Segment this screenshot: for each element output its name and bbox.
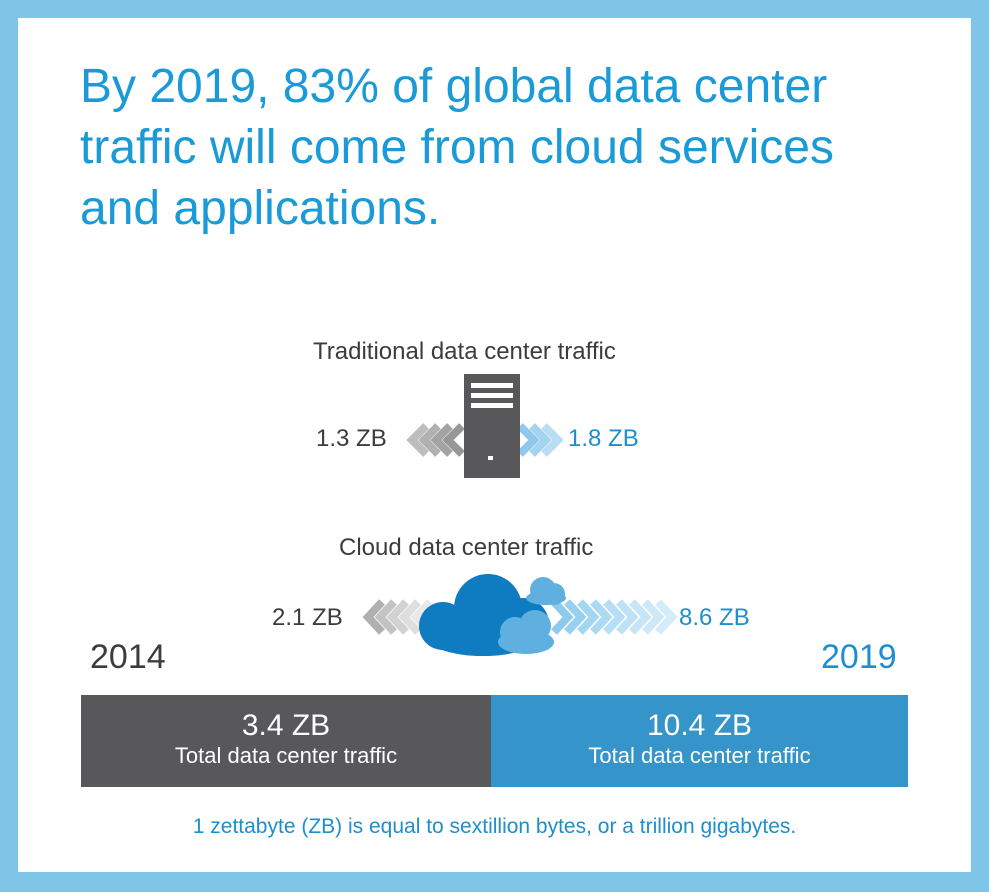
chevrons-left-icon (406, 423, 465, 457)
cloud-2014-value: 2.1 ZB (272, 604, 343, 631)
cloud-traffic-label: Cloud data center traffic (339, 534, 594, 561)
chevrons-right-icon (551, 599, 678, 635)
traditional-2014-value: 1.3 ZB (316, 425, 387, 452)
cloud-icon (419, 574, 566, 656)
chevrons-right-icon (517, 423, 564, 457)
headline-line-1: By 2019, 83% of global data center (80, 60, 828, 113)
year-start: 2014 (90, 638, 166, 676)
headline: By 2019, 83% of global data center traff… (80, 56, 940, 239)
traditional-2019-value: 1.8 ZB (568, 425, 639, 452)
total-2014-label: Total data center traffic (174, 743, 398, 768)
traditional-traffic-label: Traditional data center traffic (313, 338, 616, 365)
headline-line-2: traffic will come from cloud services (80, 121, 834, 174)
infographic-card: By 2019, 83% of global data center traff… (18, 18, 971, 872)
year-end: 2019 (821, 638, 897, 676)
footnote: 1 zettabyte (ZB) is equal to sextillion … (192, 815, 797, 838)
total-2019-value: 10.4 ZB (646, 709, 753, 742)
cloud-2019-value: 8.6 ZB (679, 604, 750, 631)
total-2019-bar: 10.4 ZB Total data center traffic (491, 695, 908, 787)
headline-line-3: and applications. (80, 182, 441, 235)
total-2014-value: 3.4 ZB (241, 709, 331, 742)
server-icon (464, 374, 520, 478)
total-2019-label: Total data center traffic (588, 743, 811, 768)
total-2014-bar: 3.4 ZB Total data center traffic (81, 695, 491, 787)
traffic-graphic (362, 374, 678, 656)
